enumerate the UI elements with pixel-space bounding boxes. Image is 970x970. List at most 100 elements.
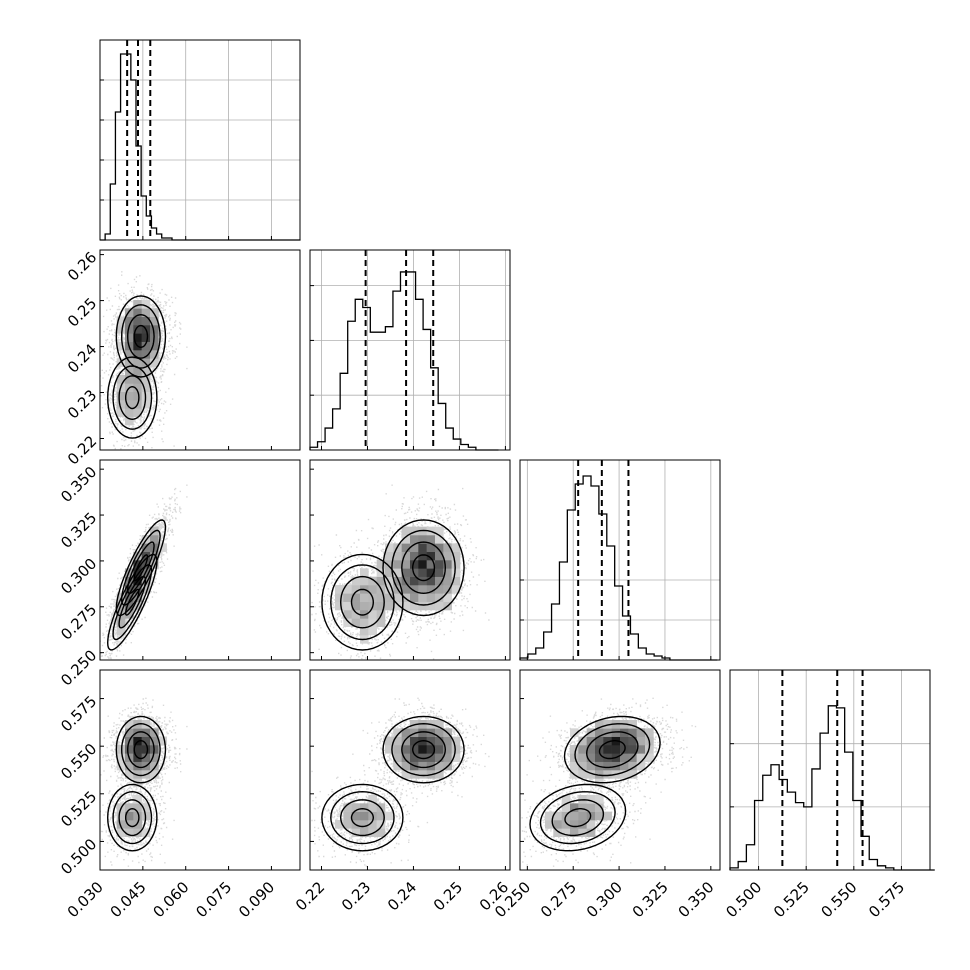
density-cell [426,568,436,577]
density-cell [385,551,394,561]
x-tick-label: 0.090 [235,878,278,921]
density-cell [368,795,377,804]
density-cell [368,820,377,829]
density-cell [368,803,377,812]
y-tick-label: 0.350 [57,463,100,506]
density-cell [343,820,352,829]
density-cell [385,576,394,586]
density-cell [368,618,377,627]
density-cell [636,736,646,746]
density-cell [351,803,361,812]
x-tick-label: 0.075 [192,878,235,921]
density-cell [116,811,126,821]
x-tick-label: 0.24 [384,878,420,914]
density-cell [435,560,444,569]
density-cell [393,568,402,577]
panel-frame [729,669,931,871]
density-cell [611,728,621,737]
density-cell [393,560,402,569]
density-cell [150,551,159,561]
density-cell [133,358,142,367]
density-cell [150,341,159,351]
density-cell [435,770,444,779]
density-cell [401,568,411,577]
density-cell [360,568,369,577]
density-cell [410,601,419,611]
density-cell [586,820,596,829]
hist-panel-1 [309,249,511,451]
contour-line [339,575,385,629]
density-cell [116,761,126,771]
density-cell [116,358,126,367]
density-cell [570,811,579,821]
density-cell [578,828,587,837]
density-cell [553,820,562,829]
contour-line [120,722,161,777]
density-cell [401,761,411,771]
contour-line [401,541,447,595]
density-cell [443,585,452,594]
density-cell [410,535,419,544]
density-cell [125,316,134,326]
density-cell [570,803,579,812]
density-cell [116,828,126,837]
panel-content [100,484,188,660]
hist-panel-2 [519,459,721,661]
density-cell [586,795,596,804]
contour-line [539,791,616,845]
density-cell [561,803,571,812]
density-cell [418,601,427,611]
density-cell [150,770,159,779]
contour-line [382,519,465,617]
density-cell [141,316,151,326]
density-cell [418,551,427,561]
y-tick-label: 0.500 [57,835,100,878]
contour-line [112,365,153,430]
contour-line [115,715,167,784]
contour-line [563,715,661,784]
contour-line [126,731,155,769]
density-cell [368,626,377,636]
density-cell [603,720,612,729]
density-cell [595,728,604,737]
density-cell [578,736,587,746]
x-tick-label: 0.22 [292,878,328,914]
panel-frame [519,459,721,661]
y-tick-label: 0.300 [57,555,100,598]
density-cell [545,820,554,829]
density-cell [360,601,369,611]
contour-line [133,324,149,349]
density-cell [443,753,452,762]
panel-content [311,697,490,867]
density-cell [141,375,151,384]
density-cell [435,720,444,729]
density-cell [443,576,452,586]
density-cell [335,601,344,611]
density-cell [426,551,436,561]
density-cell [603,753,612,762]
density-cell [133,333,142,342]
density-cell [410,728,419,737]
density-cell [636,745,646,754]
density-cell [636,761,646,771]
density-cell [125,761,134,771]
density-cell [435,526,444,536]
density-cell [595,803,604,812]
y-tick-label: 0.24 [64,340,100,376]
density-cell [426,601,436,611]
histogram-step [519,475,718,661]
density-cell [628,736,637,746]
scatter-panel-0-3 [99,669,301,871]
density-cell [426,543,436,552]
density-cell [393,728,402,737]
hist-panel-0 [99,39,301,241]
density-cell [125,391,134,401]
x-tick-label: 0.275 [537,878,580,921]
density-cell [133,568,142,577]
density-cell [570,728,579,737]
x-tick-label: 0.575 [865,878,908,921]
density-cell [561,828,571,837]
density-cell [141,366,151,376]
density-cell [393,753,402,762]
y-tick-label: 0.575 [57,692,100,735]
